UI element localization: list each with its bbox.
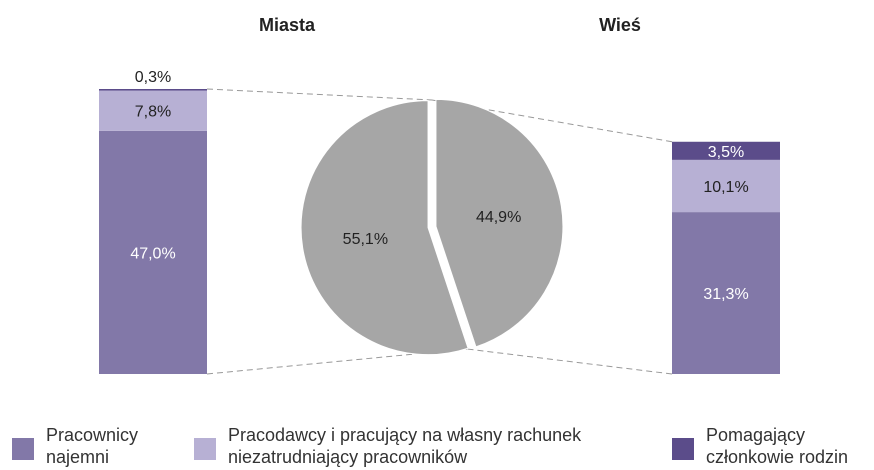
legend-item-hired: Pracownicy najemni <box>12 424 138 468</box>
left-bar-label-hired: 47,0% <box>130 245 175 262</box>
legend-swatch-family <box>672 438 694 460</box>
right-bar-stack: 31,3% 10,1% 3,5% <box>672 141 780 374</box>
right-bar-label-employers: 10,1% <box>703 179 748 196</box>
left-bar-label-family: 0,3% <box>135 69 171 86</box>
legend-swatch-hired <box>12 438 34 460</box>
title-miasta: Miasta <box>259 15 316 35</box>
legend-item-family: Pomagający członkowie rodzin <box>672 424 848 468</box>
left-bar-label-employers: 7,8% <box>135 104 171 121</box>
pie-chart: 44,9% 55,1% <box>300 98 564 356</box>
pie-label-left: 55,1% <box>343 231 388 248</box>
legend-label-hired: Pracownicy najemni <box>46 425 139 467</box>
left-bar-stack: 47,0% 7,8% 0,3% <box>99 69 207 374</box>
left-bar-segment-family <box>99 89 207 91</box>
pie-slice-right <box>435 98 564 348</box>
right-bar-segment-hired <box>672 212 780 374</box>
left-bar-segment-employers <box>99 90 207 131</box>
legend-swatch-employers <box>194 438 216 460</box>
right-bar-segment-employers <box>672 159 780 213</box>
legend-label-family: Pomagający członkowie rodzin <box>706 425 849 467</box>
connector-left-bottom <box>206 348 468 375</box>
title-wies: Wieś <box>599 15 641 35</box>
legend-item-employers: Pracodawcy i pracujący na własny rachune… <box>194 424 581 468</box>
legend-label-employers: Pracodawcy i pracujący na własny rachune… <box>228 425 582 467</box>
right-bar-label-hired: 31,3% <box>703 286 748 303</box>
connector-right-bottom <box>466 348 673 375</box>
right-bar-label-family: 3,5% <box>708 144 744 161</box>
connector-left-top <box>206 88 433 101</box>
pie-slice-left <box>300 100 469 356</box>
pie-label-right: 44,9% <box>476 209 521 226</box>
right-bar-segment-family <box>672 141 780 160</box>
left-bar-segment-hired <box>99 130 207 374</box>
